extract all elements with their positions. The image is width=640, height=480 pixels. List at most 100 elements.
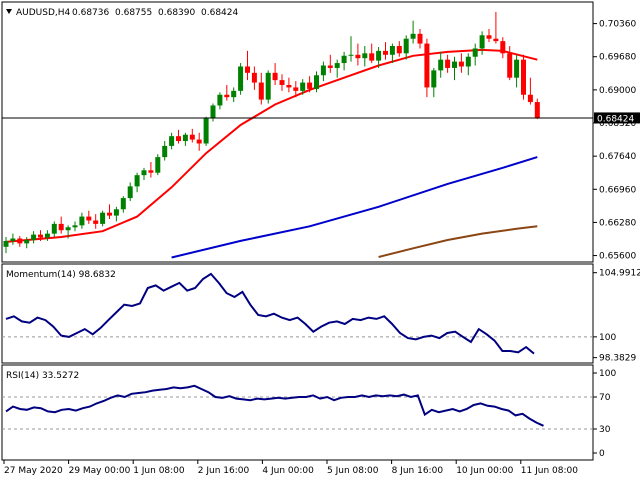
candle-down — [245, 66, 250, 73]
time-tick-label: 11 Jun 08:00 — [521, 466, 578, 476]
price-panel — [1, 1, 594, 263]
candle-up — [403, 38, 409, 54]
rsi-line — [5, 384, 544, 427]
candle-down — [258, 82, 264, 100]
rsi-label: RSI(14) 33.5272 — [6, 371, 79, 381]
rsi-panel — [1, 364, 594, 461]
candle-up — [348, 54, 354, 56]
low-value: 0.68390 — [158, 8, 195, 18]
menu-triangle-icon[interactable] — [6, 9, 12, 14]
candle-up — [341, 55, 347, 64]
candle-down — [293, 87, 299, 91]
momentum-line — [5, 272, 535, 355]
candle-down — [527, 94, 533, 103]
candle-down — [107, 212, 112, 216]
price-tick-label: 0.69000 — [599, 86, 636, 96]
ma-line-sma-200 — [378, 225, 538, 258]
candle-up — [238, 66, 244, 91]
candle-up — [410, 33, 416, 39]
candle-up — [141, 170, 147, 176]
candlestick-series — [3, 11, 540, 254]
price-tag — [594, 112, 640, 124]
candle-up — [231, 90, 237, 98]
candle-down — [493, 38, 499, 42]
candle-down — [58, 223, 64, 231]
candle-down — [93, 220, 99, 224]
momentum-series-line — [5, 272, 535, 355]
momentum-tick-label: 100 — [599, 333, 616, 343]
rsi-tick-label: 30 — [599, 425, 611, 435]
candle-up — [465, 56, 471, 67]
candle-down — [196, 139, 202, 144]
candle-up — [376, 50, 382, 61]
candle-down — [458, 61, 464, 67]
candle-down — [224, 94, 230, 98]
candle-down — [486, 35, 492, 39]
candle-up — [362, 53, 368, 59]
candle-up — [182, 134, 188, 142]
candle-up — [100, 212, 106, 224]
momentum-tick-label: 98.3829 — [599, 354, 636, 364]
price-y-axis: 0.70360 0.69680 0.69000 0.68320 0.67640 0.669… — [593, 20, 636, 262]
price-tick-label: 0.66960 — [599, 185, 636, 195]
candle-up — [24, 239, 30, 244]
candle-up — [389, 46, 395, 55]
price-tick-label: 0.68320 — [599, 119, 636, 129]
time-x-axis: 27 May 2020 29 May 00:00 1 Jun 08:00 2 Jun … — [3, 460, 578, 476]
candle-up — [169, 136, 175, 146]
time-tick-label: 5 Jun 08:00 — [327, 466, 379, 476]
candle-down — [38, 234, 43, 238]
candle-up — [44, 233, 50, 238]
ma-line-sma-20 — [5, 48, 538, 243]
time-tick-label: 27 May 2020 — [4, 466, 63, 476]
momentum-panel — [1, 263, 594, 364]
candle-up — [79, 216, 85, 226]
time-tick-label: 29 May 00:00 — [69, 466, 131, 476]
price-tick-label: 0.65600 — [599, 252, 636, 262]
candle-up — [334, 63, 340, 68]
candle-up — [472, 48, 478, 57]
candle-down — [521, 59, 526, 95]
candle-down — [86, 216, 92, 221]
rsi-tick-label: 0 — [599, 449, 605, 459]
candle-up — [514, 59, 520, 78]
open-value: 0.68736 — [72, 8, 109, 18]
time-tick-label: 1 Jun 08:00 — [133, 466, 185, 476]
candle-down — [251, 72, 257, 83]
candle-up — [127, 186, 133, 199]
price-tag-value: 0.68424 — [597, 114, 634, 124]
candle-up — [438, 59, 444, 71]
rsi-tick-label: 100 — [599, 369, 616, 379]
candle-down — [279, 80, 285, 85]
ma-line-sma-100 — [171, 156, 538, 259]
candle-up — [31, 234, 37, 240]
candle-up — [452, 61, 457, 68]
candle-down — [500, 41, 506, 54]
momentum-label: Momentum(14) 98.6832 — [6, 270, 116, 280]
candle-up — [72, 225, 78, 228]
candle-up — [217, 94, 223, 106]
candle-down — [327, 65, 333, 68]
time-tick-label: 4 Jun 00:00 — [262, 466, 314, 476]
candle-up — [203, 118, 209, 144]
candle-up — [65, 227, 71, 231]
candle-up — [162, 145, 168, 158]
candle-up — [10, 238, 16, 241]
candle-down — [355, 54, 361, 59]
candle-down — [272, 72, 278, 81]
rsi-series-line — [5, 384, 544, 427]
price-tick-label: 0.66280 — [599, 218, 636, 228]
candle-down — [445, 59, 451, 68]
candle-up — [300, 82, 306, 91]
close-value: 0.68424 — [201, 8, 238, 18]
momentum-y-axis: 104.9912 100 98.3829 — [2, 269, 640, 364]
candle-up — [210, 105, 216, 119]
time-tick-label: 8 Jun 16:00 — [392, 466, 444, 476]
candle-up — [314, 75, 319, 89]
candle-up — [120, 198, 126, 210]
candle-down — [307, 82, 313, 89]
candle-down — [148, 170, 154, 173]
candle-down — [176, 136, 181, 142]
momentum-tick-label: 104.9912 — [599, 269, 640, 279]
high-value: 0.68755 — [115, 8, 152, 18]
